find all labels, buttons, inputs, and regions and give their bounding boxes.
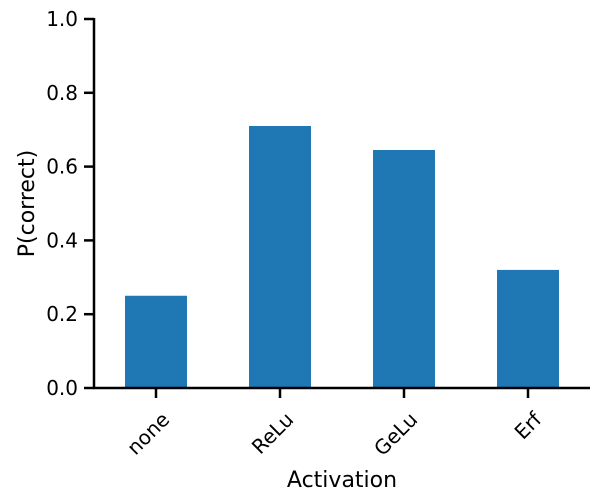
y-axis-label: P(correct) [15, 150, 40, 257]
y-tick-label: 0.2 [46, 302, 78, 326]
x-tick-label-gelu: GeLu [369, 407, 422, 460]
x-tick-label-none: none [122, 407, 174, 459]
bar-none [125, 295, 187, 388]
y-tick-label: 0.4 [46, 228, 78, 252]
y-tick-label: 1.0 [46, 7, 78, 31]
bar-erf [497, 269, 559, 388]
bars-group [125, 126, 559, 388]
x-tick-label-erf: Erf [510, 407, 547, 444]
bar-gelu [373, 149, 435, 388]
x-axis-ticks: none ReLu GeLu Erf [122, 388, 547, 461]
x-tick-label-relu: ReLu [247, 407, 298, 458]
y-tick-label: 0.6 [46, 155, 78, 179]
y-tick-label: 0.8 [46, 81, 78, 105]
bar-relu [249, 126, 311, 388]
y-axis-ticks: 0.0 0.2 0.4 0.6 0.8 1.0 [46, 7, 94, 400]
y-tick-label: 0.0 [46, 376, 78, 400]
x-axis-label: Activation [287, 468, 397, 493]
